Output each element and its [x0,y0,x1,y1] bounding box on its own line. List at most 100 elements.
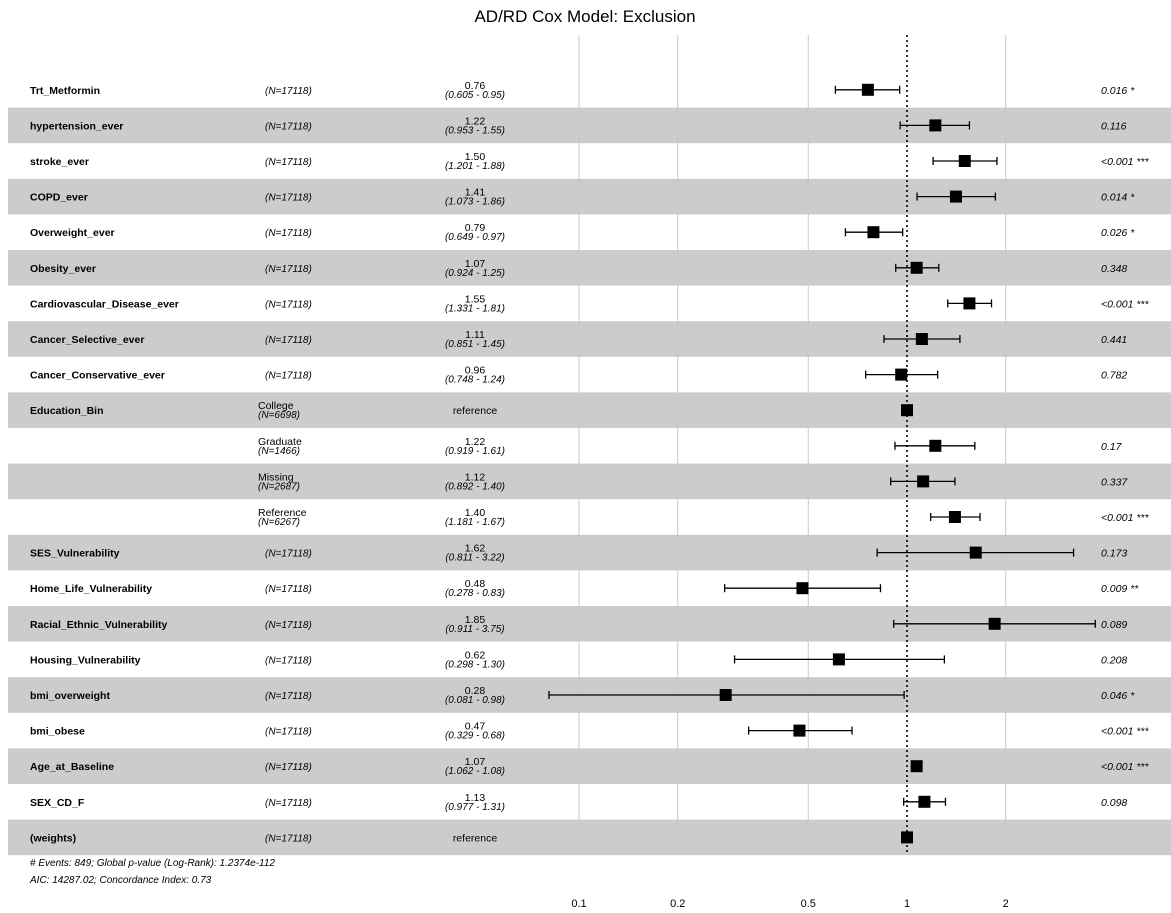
estimate-marker [719,689,732,701]
n-label: (N=17118) [265,762,312,773]
row-band [8,463,1171,500]
estimate-marker [793,724,806,737]
forest-row: Obesity_ever (N=17118) 1.07(0.924 - 1.25) 0… [30,258,1127,279]
ci-label: (0.919 - 1.61) [445,446,505,457]
estimate-marker [861,83,874,96]
variable-label: Overweight_ever [30,227,115,239]
ci-label: (1.073 - 1.86) [445,197,505,208]
ci-label: (0.605 - 0.95) [445,90,505,101]
n-label: (N=17118) [265,121,312,132]
row-band [8,748,1171,784]
estimate-marker [910,261,923,274]
n-label: (N=17118) [265,691,312,702]
variable-label: Home_Life_Vulnerability [30,583,152,595]
forest-row: Graduate(N=1466) 1.22(0.919 - 1.61) 0.17 [258,436,1123,457]
estimate-label: 0.96 [465,365,486,377]
forest-row: Trt_Metformin (N=17118) 0.76(0.605 - 0.95)… [30,80,1135,101]
variable-label: Cardiovascular_Disease_ever [30,298,179,310]
forest-row: (weights) (N=17118) reference [30,831,913,844]
p-value-label: <0.001 *** [1101,512,1149,524]
forest-row: Education_Bin College(N=6698) reference [30,400,913,421]
row-band [8,392,1171,428]
row-band [8,178,1171,215]
estimate-label: 1.13 [465,792,486,804]
estimate-label: 0.47 [465,721,486,733]
variable-label: Age_at_Baseline [30,761,114,773]
forest-row: bmi_overweight (N=17118) 0.28(0.081 - 0.98… [30,685,1135,706]
n-label: (N=17118) [265,833,312,844]
estimate-label: 1.22 [465,436,486,448]
forest-row: Racial_Ethnic_Vulnerability (N=17118) 1.85… [30,614,1127,635]
estimate-marker [988,617,1001,630]
p-value-label: 0.046 * [1101,690,1135,702]
footnote: # Events: 849; Global p-value (Log-Rank)… [29,858,275,886]
footnote-line-aic: AIC: 14287.02; Concordance Index: 0.73 [29,875,212,886]
row-band [8,321,1171,357]
n-label: (N=17118) [265,620,312,631]
estimate-marker [929,439,942,452]
estimate-label: 1.40 [465,507,486,519]
level-label: Reference [258,507,307,519]
ci-label: (0.649 - 0.97) [445,232,505,243]
ci-label: (0.278 - 0.83) [445,588,505,599]
x-tick-label: 2 [1003,898,1009,910]
ci-label: (0.748 - 1.24) [445,375,505,386]
ci-label: (0.911 - 3.75) [445,624,504,635]
estimate-label: 1.12 [465,471,486,483]
p-value-label: 0.026 * [1101,227,1135,239]
variable-label: Racial_Ethnic_Vulnerability [30,619,167,631]
estimate-marker [929,119,942,132]
row-band [8,107,1171,144]
ci-label: (0.329 - 0.68) [445,731,505,742]
estimate-marker [867,226,880,239]
forest-row: Home_Life_Vulnerability (N=17118) 0.48(0.2… [30,578,1139,599]
p-value-label: 0.782 [1101,370,1127,382]
estimate-label: 1.11 [465,329,485,341]
variable-label: COPD_ever [30,192,88,204]
p-value-label: <0.001 *** [1101,298,1149,310]
forest-row: Cancer_Selective_ever (N=17118) 1.11(0.851… [30,329,1127,350]
forest-row: Housing_Vulnerability (N=17118) 0.62(0.298… [30,649,1127,670]
variable-label: bmi_overweight [30,690,110,702]
estimate-marker [832,653,845,666]
estimate-label: 1.50 [465,151,486,163]
estimate-marker [910,760,923,773]
n-label: (N=6698) [258,410,300,421]
p-value-label: 0.009 ** [1101,583,1139,595]
row-bands [8,107,1171,856]
estimate-marker [969,546,982,559]
estimate-label: 1.85 [465,614,486,626]
p-value-label: 0.208 [1101,654,1127,666]
estimate-marker [918,795,931,808]
variable-label: Housing_Vulnerability [30,654,141,666]
p-value-label: 0.116 [1101,120,1127,132]
n-label: (N=17118) [265,655,312,666]
n-label: (N=17118) [265,727,312,738]
ci-label: (1.331 - 1.81) [445,303,505,314]
forest-row: COPD_ever (N=17118) 1.41(1.073 - 1.86) 0.01… [30,187,1135,208]
n-label: (N=17118) [265,228,312,239]
estimate-label: 1.62 [465,543,486,555]
ci-label: (1.062 - 1.08) [445,766,505,777]
variable-label: SEX_CD_F [30,797,85,809]
p-value-label: <0.001 *** [1101,156,1149,168]
p-value-label: 0.016 * [1101,85,1135,97]
n-label: (N=17118) [265,798,312,809]
p-value-label: <0.001 *** [1101,761,1149,773]
ci-label: (0.851 - 1.45) [445,339,505,350]
forest-row: SEX_CD_F (N=17118) 1.13(0.977 - 1.31) 0.098 [30,792,1127,813]
p-value-label: 0.337 [1101,476,1128,488]
forest-row: Missing(N=2687) 1.12(0.892 - 1.40) 0.337 [258,471,1128,492]
ci-label: (0.977 - 1.31) [445,802,505,813]
n-label: (N=17118) [265,86,312,97]
forest-row: Cardiovascular_Disease_ever (N=17118) 1.55… [30,293,1149,314]
estimate-label: reference [453,405,498,417]
n-label: (N=1466) [258,446,300,457]
estimate-marker [958,155,971,167]
n-label: (N=17118) [265,371,312,382]
p-value-label: <0.001 *** [1101,726,1149,738]
x-tick-label: 0.2 [670,898,685,910]
n-label: (N=17118) [265,549,312,560]
row-band [8,819,1171,856]
ci-label: (1.201 - 1.88) [445,161,505,172]
